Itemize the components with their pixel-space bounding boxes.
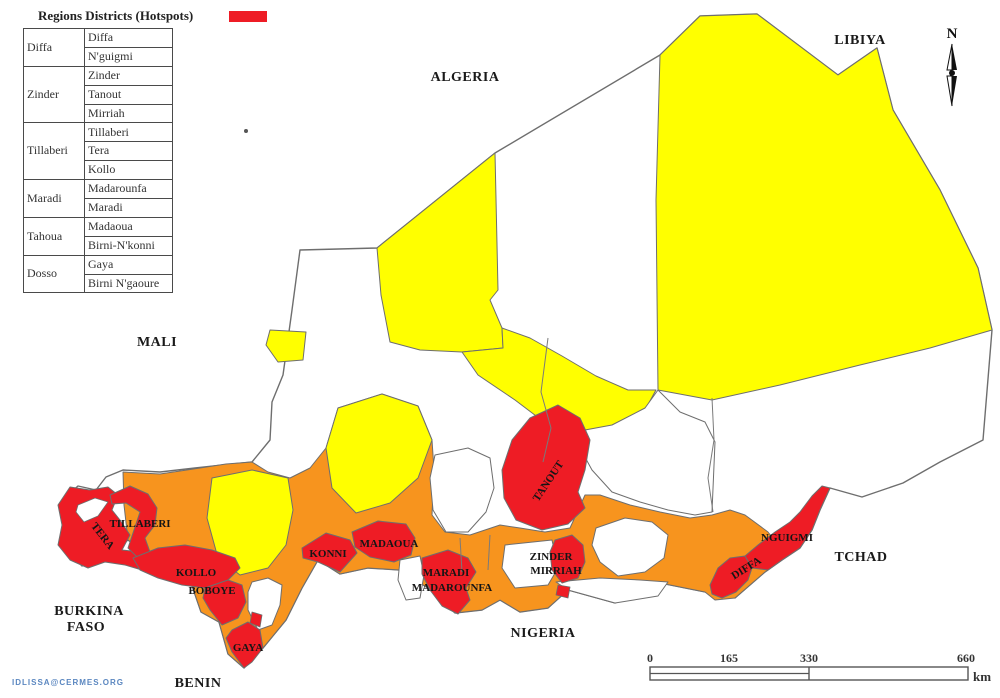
- legend-district-cell: Madaoua: [84, 216, 173, 237]
- legend-region-cell: Dosso: [23, 254, 85, 294]
- map-label-burkina: BURKINA: [54, 604, 124, 619]
- scale-tick-0: 0: [647, 651, 653, 665]
- scale-tick-165: 165: [720, 651, 738, 665]
- legend-district-cell: Gaya: [84, 254, 173, 275]
- legend-district-cell: Zinder: [84, 65, 173, 86]
- district-tera-inner-hole: [75, 497, 109, 523]
- map-label-madaoua: MADAOUA: [360, 538, 419, 550]
- district-yellow-arlit-wedge: [376, 152, 504, 353]
- legend-region-cell: Zinder: [23, 65, 85, 124]
- scale-tick-660: 660: [957, 651, 975, 665]
- district-white-west-maradi: [397, 555, 425, 601]
- district-red-dallol-spot: [249, 611, 263, 628]
- table-row: Dosso Gaya: [23, 254, 173, 294]
- scale-tick-330: 330: [800, 651, 818, 665]
- legend-district-cell: Mirriah: [84, 103, 173, 124]
- district-yellow-northeast: [655, 13, 993, 401]
- district-konni: [301, 532, 358, 573]
- district-red-zinder-spot: [555, 584, 571, 599]
- district-white-south-zinder: [555, 577, 669, 604]
- map-label-mirriah: MIRRIAH: [530, 565, 582, 577]
- map-label-tillaberi: TILLABERI: [109, 518, 170, 530]
- scale-bar: 0 165 330 660 km: [647, 651, 991, 684]
- legend-district-cell: N'guigmi: [84, 46, 173, 67]
- district-gaya: [225, 621, 264, 669]
- legend-district-cell: Kollo: [84, 160, 173, 181]
- scale-unit-label: km: [973, 669, 991, 684]
- table-row: Tahoua Madaoua: [23, 216, 173, 256]
- legend-table: Diffa Diffa N'guigmi Zinder Zinder Tanou…: [23, 28, 173, 294]
- map-label-zinder: ZINDER: [530, 551, 574, 563]
- legend-region-cell: Tahoua: [23, 216, 85, 256]
- district-diffa: [709, 555, 753, 599]
- map-label-gaya: GAYA: [233, 642, 263, 654]
- district-yellow-diagonal-strip: [461, 327, 657, 439]
- map-label-libiya: LIBIYA: [834, 33, 886, 48]
- map-label-boboye: BOBOYE: [188, 585, 235, 597]
- map-label-tchad: TCHAD: [834, 550, 887, 565]
- map-label-algeria: ALGERIA: [431, 70, 500, 85]
- map-label-benin: BENIN: [175, 676, 222, 691]
- author-credit: IDLISSA@CERMES.ORG: [12, 678, 125, 687]
- map-label-kollo: KOLLO: [176, 567, 217, 579]
- map-label-konni: KONNI: [309, 548, 346, 560]
- district-nguigmi: [744, 485, 831, 571]
- map-label-maradi: MARADI: [423, 567, 469, 579]
- legend-region-cell: Diffa: [23, 28, 85, 67]
- district-white-goure: [591, 517, 669, 577]
- legend-district-cell: Tillaberi: [84, 122, 173, 143]
- legend-district-cell: Tera: [84, 141, 173, 162]
- district-white-dakoro: [429, 447, 495, 533]
- table-row: Zinder Zinder: [23, 65, 173, 124]
- district-madaoua: [351, 520, 416, 563]
- map-label-mali: MALI: [137, 335, 177, 350]
- legend-district-cell: Maradi: [84, 198, 173, 218]
- district-white-zinder-area: [501, 539, 559, 589]
- legend-district-cell: Tanout: [84, 84, 173, 105]
- legend-district-cell: Birni-N'konni: [84, 235, 173, 256]
- legend-district-cell: Diffa: [84, 28, 173, 48]
- legend-district-cell: Birni N'gaoure: [84, 273, 173, 294]
- map-dot: [244, 129, 248, 133]
- map-label-nigeria: NIGERIA: [511, 626, 576, 641]
- hotspot-color-swatch: [229, 11, 267, 22]
- district-yellow-small-west: [265, 329, 307, 363]
- north-arrow-label: N: [947, 26, 958, 42]
- table-row: Tillaberi Tillaberi: [23, 122, 173, 181]
- district-tanout: [501, 404, 591, 531]
- table-row: Diffa Diffa: [23, 28, 173, 67]
- table-row: Tera: [24, 141, 173, 162]
- district-white-tanout-east: [579, 389, 716, 516]
- legend-title: Regions Districts (Hotspots): [38, 8, 194, 23]
- table-row: Maradi Madarounfa: [23, 179, 173, 218]
- map-label-madarounfa: MADAROUNFA: [412, 582, 493, 594]
- legend-region-cell: Tillaberi: [23, 122, 85, 181]
- map-label-nguigmi: NGUIGMI: [761, 532, 813, 544]
- table-row: Birni N'gaoure: [24, 273, 173, 294]
- district-yellow-abalak: [325, 393, 433, 514]
- legend-district-cell: Madarounfa: [84, 179, 173, 200]
- legend-region-cell: Maradi: [23, 179, 85, 218]
- district-zinder-mirriah: [549, 534, 586, 584]
- map-label-faso: FASO: [67, 620, 105, 635]
- district-boboye: [202, 579, 247, 626]
- internal-boundaries: [459, 337, 715, 573]
- north-arrow: N: [946, 26, 958, 107]
- district-kollo: [132, 544, 241, 589]
